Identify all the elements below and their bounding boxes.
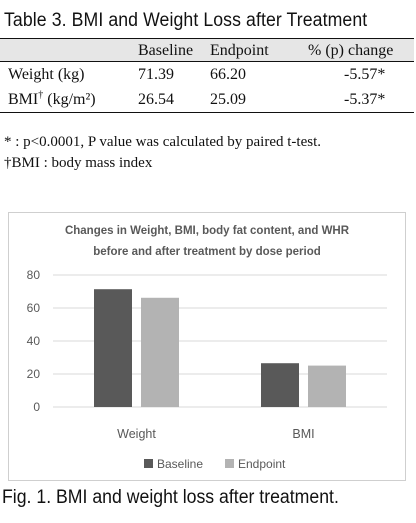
bmi-label-text: BMI [8, 90, 39, 108]
table-header-row: Baseline Endpoint % (p) change [0, 39, 414, 61]
row-label-bmi: BMI† (kg/m²) [0, 87, 138, 112]
bmi-unit-text: (kg/m²) [43, 90, 96, 108]
cell-weight-change: -5.57* [344, 65, 386, 83]
cell-bmi-change: -5.37* [344, 90, 386, 108]
header-cell-change: % (p) change [296, 39, 414, 61]
table-row: Weight (kg) 71.39 66.20 -5.57* [0, 62, 414, 87]
table-caption: Table 3. BMI and Weight Loss after Treat… [4, 10, 368, 31]
table-bottom-rule [0, 112, 414, 113]
cell-bmi-baseline: 26.54 [138, 90, 174, 108]
bar-endpoint-bmi [308, 365, 346, 407]
legend-swatch-baseline [144, 459, 153, 468]
footnote-pvalue: * : p<0.0001, P value was calculated by … [4, 134, 321, 150]
bar-baseline-bmi [261, 363, 299, 407]
results-table: Baseline Endpoint % (p) change Weight (k… [0, 38, 414, 113]
bar-chart: Changes in Weight, BMI, body fat content… [8, 212, 406, 481]
bar-baseline-weight [94, 289, 132, 407]
footnote-bmi: †BMI : body mass index [4, 155, 153, 171]
table-header-rule [0, 61, 414, 62]
bar-chart-svg: Changes in Weight, BMI, body fat content… [27, 225, 387, 471]
row-label-weight: Weight (kg) [8, 65, 85, 83]
cell-weight-endpoint: 66.20 [210, 65, 246, 83]
header-cell-empty [0, 39, 138, 61]
header-cell-baseline: Baseline [138, 39, 210, 61]
y-tick-label: 40 [27, 334, 41, 348]
x-tick-label: Weight [117, 427, 156, 441]
cell-weight-baseline: 71.39 [138, 65, 174, 83]
header-cell-endpoint: Endpoint [210, 39, 296, 61]
legend-label: Endpoint [238, 457, 286, 471]
x-tick-label: BMI [292, 427, 314, 441]
chart-title-line: Changes in Weight, BMI, body fat content… [65, 225, 350, 237]
y-tick-label: 60 [27, 301, 41, 315]
y-tick-label: 20 [27, 367, 41, 381]
chart-title-line: before and after treatment by dose perio… [93, 246, 321, 258]
cell-bmi-endpoint: 25.09 [210, 90, 246, 108]
bar-endpoint-weight [141, 297, 179, 407]
table-top-rule [0, 38, 414, 39]
y-tick-label: 80 [27, 268, 41, 282]
y-tick-label: 0 [33, 400, 40, 414]
figure-caption: Fig. 1. BMI and weight loss after treatm… [2, 487, 339, 508]
table-footnotes: * : p<0.0001, P value was calculated by … [4, 132, 416, 174]
table-row: BMI† (kg/m²) 26.54 25.09 -5.37* [0, 87, 414, 112]
legend-label: Baseline [157, 457, 203, 471]
dagger-superscript: † [38, 89, 44, 101]
legend-swatch-endpoint [225, 459, 234, 468]
